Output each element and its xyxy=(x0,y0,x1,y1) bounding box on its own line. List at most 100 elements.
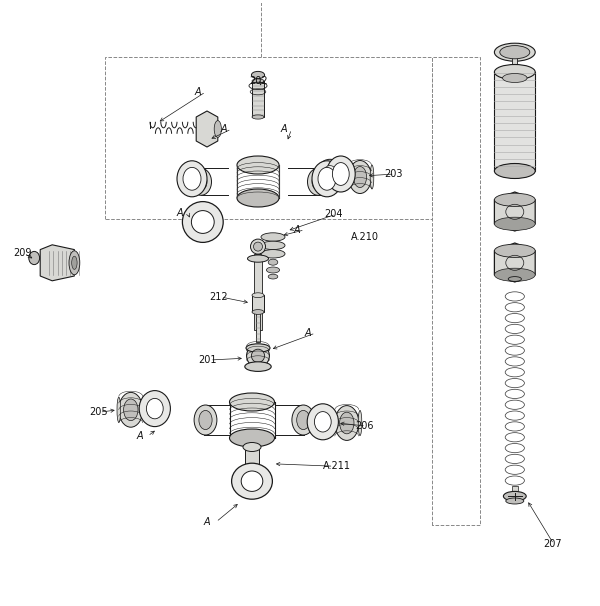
Polygon shape xyxy=(40,245,74,281)
Ellipse shape xyxy=(237,189,279,207)
Ellipse shape xyxy=(322,165,338,186)
Ellipse shape xyxy=(146,398,163,419)
Text: 202: 202 xyxy=(249,76,268,86)
Ellipse shape xyxy=(29,251,40,265)
Ellipse shape xyxy=(326,156,355,192)
Text: A: A xyxy=(221,124,227,134)
Text: A.210: A.210 xyxy=(351,232,379,242)
Ellipse shape xyxy=(500,45,530,59)
Ellipse shape xyxy=(316,159,344,192)
Ellipse shape xyxy=(229,429,275,447)
Text: 205: 205 xyxy=(89,407,107,417)
Ellipse shape xyxy=(506,498,524,504)
Ellipse shape xyxy=(335,405,359,441)
Ellipse shape xyxy=(252,115,264,119)
Text: 207: 207 xyxy=(543,539,562,549)
Ellipse shape xyxy=(72,256,77,270)
Ellipse shape xyxy=(261,233,285,241)
Bar xyxy=(254,254,262,330)
Text: 206: 206 xyxy=(355,421,374,431)
Text: 212: 212 xyxy=(209,292,227,302)
Bar xyxy=(512,486,518,495)
Text: A: A xyxy=(204,517,211,527)
Ellipse shape xyxy=(194,405,217,435)
Text: A: A xyxy=(294,225,301,235)
Ellipse shape xyxy=(494,193,535,207)
Ellipse shape xyxy=(503,491,526,501)
Bar xyxy=(245,447,259,468)
Ellipse shape xyxy=(268,259,278,265)
Ellipse shape xyxy=(494,268,535,281)
Ellipse shape xyxy=(494,164,535,179)
Ellipse shape xyxy=(307,404,338,440)
Bar xyxy=(512,53,517,70)
Ellipse shape xyxy=(139,391,170,427)
Text: A: A xyxy=(281,124,287,134)
Ellipse shape xyxy=(252,79,264,83)
Ellipse shape xyxy=(182,202,223,242)
Text: 209: 209 xyxy=(13,248,32,258)
Ellipse shape xyxy=(251,239,265,254)
Ellipse shape xyxy=(214,121,221,138)
Ellipse shape xyxy=(199,410,212,430)
Ellipse shape xyxy=(229,393,275,411)
Bar xyxy=(494,72,535,171)
Ellipse shape xyxy=(237,156,279,174)
Ellipse shape xyxy=(69,251,80,275)
Ellipse shape xyxy=(247,344,269,367)
Ellipse shape xyxy=(261,250,285,258)
Ellipse shape xyxy=(332,162,349,185)
Ellipse shape xyxy=(183,167,201,190)
Ellipse shape xyxy=(318,167,336,190)
Ellipse shape xyxy=(195,173,207,190)
Ellipse shape xyxy=(243,442,261,451)
Ellipse shape xyxy=(312,161,342,197)
Text: A: A xyxy=(137,431,143,441)
Ellipse shape xyxy=(245,362,271,371)
Text: 201: 201 xyxy=(198,355,217,365)
Ellipse shape xyxy=(353,167,367,187)
Ellipse shape xyxy=(261,241,285,250)
Ellipse shape xyxy=(119,393,143,427)
Ellipse shape xyxy=(292,405,314,435)
Text: A: A xyxy=(177,208,184,218)
Ellipse shape xyxy=(232,463,272,499)
Ellipse shape xyxy=(254,242,263,251)
Ellipse shape xyxy=(349,161,371,193)
Ellipse shape xyxy=(296,410,310,430)
Polygon shape xyxy=(252,81,264,117)
Ellipse shape xyxy=(246,344,270,352)
Polygon shape xyxy=(494,243,535,282)
Ellipse shape xyxy=(308,168,329,195)
Ellipse shape xyxy=(252,310,264,315)
Ellipse shape xyxy=(252,293,264,298)
Text: A.211: A.211 xyxy=(323,461,351,471)
Bar xyxy=(252,295,264,312)
Text: A: A xyxy=(305,328,311,338)
Ellipse shape xyxy=(494,64,535,79)
Ellipse shape xyxy=(314,411,331,432)
Ellipse shape xyxy=(340,412,354,434)
Ellipse shape xyxy=(124,399,138,421)
Ellipse shape xyxy=(494,244,535,258)
Ellipse shape xyxy=(268,274,278,279)
Ellipse shape xyxy=(191,168,212,195)
Ellipse shape xyxy=(312,173,324,190)
Text: 204: 204 xyxy=(324,209,343,219)
Ellipse shape xyxy=(370,165,374,189)
Text: A: A xyxy=(195,87,202,97)
Ellipse shape xyxy=(251,349,265,362)
Ellipse shape xyxy=(248,255,269,262)
Ellipse shape xyxy=(266,267,280,273)
Bar xyxy=(256,312,260,342)
Ellipse shape xyxy=(494,217,535,230)
Ellipse shape xyxy=(503,73,527,82)
Ellipse shape xyxy=(494,43,535,61)
Ellipse shape xyxy=(241,471,263,491)
Text: 203: 203 xyxy=(384,169,403,179)
Polygon shape xyxy=(494,192,535,231)
Ellipse shape xyxy=(191,211,214,233)
Polygon shape xyxy=(196,111,218,147)
Ellipse shape xyxy=(245,465,259,471)
Ellipse shape xyxy=(251,72,265,79)
